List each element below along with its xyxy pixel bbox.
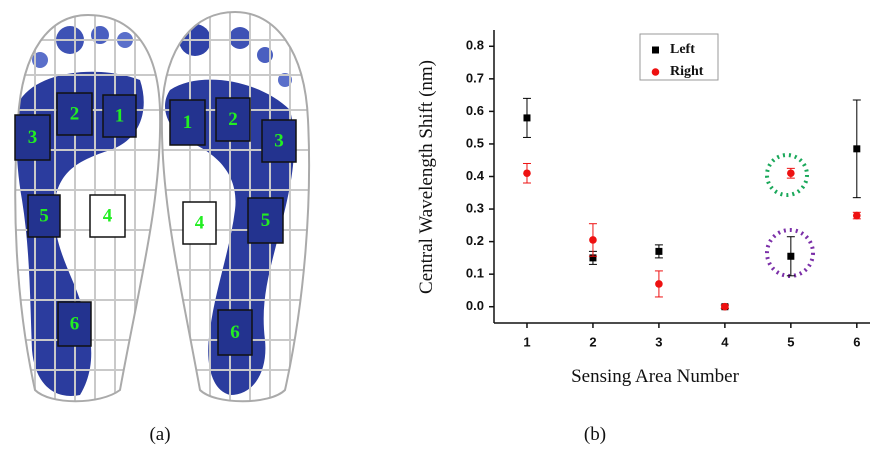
sensor-box <box>102 94 137 138</box>
panel-label: (a) <box>149 424 170 445</box>
sensor-number: 2 <box>228 109 238 130</box>
sensor-number: 1 <box>115 105 125 126</box>
point <box>655 280 663 288</box>
sensor-number: 4 <box>103 205 113 226</box>
sensor-box <box>261 119 297 163</box>
y-tick-label: 0.8 <box>466 38 484 53</box>
sensor-box <box>182 201 217 245</box>
sensor-box <box>217 309 253 356</box>
panel-label: (b) <box>584 424 606 445</box>
highlight-circle <box>765 153 809 197</box>
sensor-box <box>57 301 92 347</box>
point <box>523 169 531 178</box>
y-tick-label: 0.5 <box>466 135 484 150</box>
sensor-box <box>56 92 93 136</box>
x-tick-label: 5 <box>787 334 794 349</box>
legend-marker <box>651 68 660 76</box>
sensor-box <box>215 97 251 142</box>
sensor-boxes: 3 2 1 5 4 6 1 2 3 4 5 6 <box>14 92 297 356</box>
sensor-number: 6 <box>70 313 80 334</box>
point <box>523 114 531 122</box>
legend-label: Left <box>670 42 695 57</box>
sensor-number: 3 <box>274 130 284 151</box>
point <box>589 254 597 262</box>
point <box>853 145 861 153</box>
x-tick-label: 2 <box>589 334 596 349</box>
sensor-number: 5 <box>39 205 49 226</box>
y-tick-label: 0.4 <box>466 168 485 183</box>
point <box>787 169 795 178</box>
y-tick-label: 0.7 <box>466 70 484 85</box>
x-tick-label: 3 <box>655 334 662 349</box>
x-axis-label: Sensing Area Number <box>571 366 739 387</box>
legend-label: Right <box>670 64 704 79</box>
sensor-box <box>89 194 126 238</box>
y-tick-label: 0.2 <box>466 233 484 248</box>
sensor-number: 2 <box>70 103 80 124</box>
point <box>655 247 663 255</box>
sensor-number: 5 <box>261 210 271 231</box>
y-tick-label: 0.3 <box>466 200 484 215</box>
point <box>721 302 729 311</box>
sensor-box <box>14 114 51 161</box>
point <box>853 211 861 220</box>
sensor-box <box>27 194 61 238</box>
x-tick-label: 4 <box>721 334 729 349</box>
legend-marker <box>652 46 659 54</box>
point <box>589 236 597 244</box>
sensor-box <box>247 197 284 244</box>
x-tick-label: 6 <box>853 334 860 349</box>
x-tick-label: 1 <box>523 334 530 349</box>
y-tick-label: 0.1 <box>466 266 484 281</box>
point <box>787 252 795 260</box>
highlight-circle <box>765 228 815 278</box>
sensor-number: 6 <box>230 322 240 343</box>
y-tick-label: 0.6 <box>466 103 484 118</box>
y-tick-label: 0.0 <box>466 298 484 313</box>
sensor-number: 4 <box>195 212 205 233</box>
y-axis-label: Central Wavelength Shift (nm) <box>416 60 437 294</box>
sensor-number: 3 <box>28 127 38 148</box>
sensor-number: 1 <box>183 112 193 133</box>
sensor-box <box>169 99 206 146</box>
